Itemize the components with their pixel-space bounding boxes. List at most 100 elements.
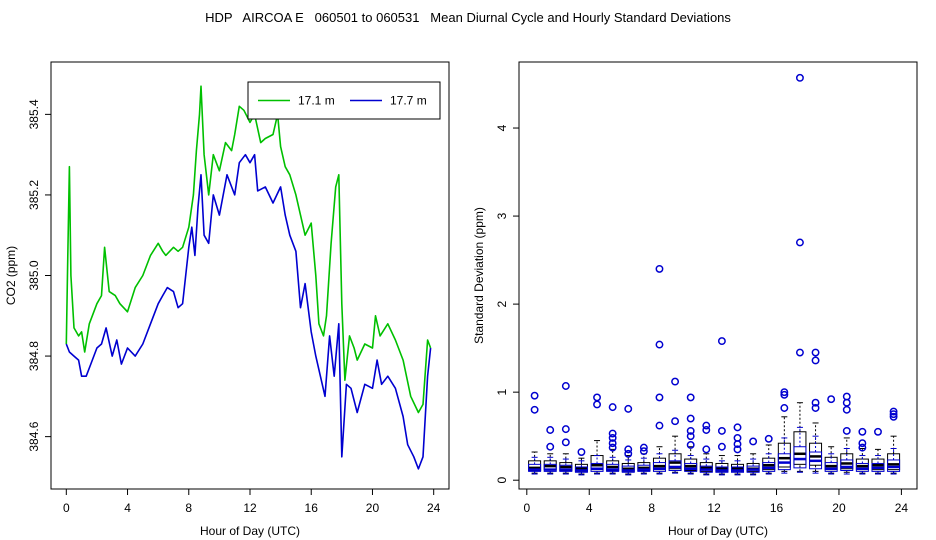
box-iqr (840, 459, 854, 472)
box-1 (637, 457, 651, 475)
x-tick-label: 12 (243, 501, 257, 515)
x-tick-label: 8 (185, 501, 192, 515)
outlier-point (639, 447, 648, 456)
series-line-17-1-m (65, 85, 432, 414)
box-1 (574, 460, 588, 476)
y-tick-label: 384.8 (27, 341, 41, 371)
outlier-point (811, 398, 820, 407)
outlier-point (733, 440, 742, 449)
box-1 (824, 453, 838, 475)
outlier-point (686, 393, 695, 402)
outlier-point (624, 404, 633, 413)
box-0 (871, 448, 885, 474)
box-iqr (543, 463, 557, 472)
box-1 (684, 455, 698, 475)
box-1 (855, 455, 869, 475)
box-iqr (637, 464, 651, 472)
outlier-point (874, 427, 882, 436)
outlier-point (811, 404, 820, 412)
y-tick-label: 385.4 (27, 99, 41, 129)
box-1 (543, 456, 557, 475)
box-1 (652, 453, 666, 475)
box-1 (606, 456, 620, 475)
x-tick-label: 0 (523, 501, 530, 515)
box-1 (731, 460, 745, 476)
outlier-point (593, 393, 601, 402)
outlier-point (671, 377, 680, 386)
outlier-point (624, 449, 633, 458)
outlier-point (702, 421, 711, 430)
box-1 (840, 448, 854, 475)
outlier-point (733, 445, 742, 454)
plot-frame (50, 61, 450, 490)
x-axis-label: Hour of Day (UTC) (200, 524, 300, 538)
box-iqr (684, 462, 698, 472)
box-1 (887, 448, 901, 475)
y-tick-label: 385.2 (27, 180, 41, 210)
outlier-point (546, 426, 555, 434)
box-0 (746, 453, 760, 475)
outlier-point (608, 443, 617, 452)
outlier-point (561, 425, 570, 434)
outlier-point (764, 434, 773, 443)
outlier-point (561, 438, 570, 447)
legend-label: 17.7 m (390, 94, 427, 108)
outlier-point (608, 439, 617, 448)
outlier-point (686, 426, 695, 435)
outlier-point (655, 264, 664, 273)
outlier-point (889, 412, 898, 421)
outlier-point (780, 390, 789, 399)
box-iqr (887, 459, 901, 472)
outlier-point (530, 405, 539, 414)
co2-line-chart: 0 4 8 12 16 20 24 384.6 384.8 385.0 385.2 385.4 Hour… (4, 61, 450, 538)
x-tick-label: 4 (124, 501, 131, 515)
y-tick-label: 1 (495, 388, 509, 395)
box-1 (621, 459, 635, 476)
y-axis-label: CO2 (ppm) (4, 246, 18, 305)
box-1 (793, 426, 807, 473)
outlier-point (686, 414, 695, 423)
outlier-point (827, 395, 836, 404)
outlier-point (842, 426, 851, 435)
box-1 (809, 435, 823, 474)
series-line-17-7-m (65, 153, 432, 470)
x-tick-label: 24 (895, 501, 909, 515)
x-tick-label: 16 (770, 501, 784, 515)
box-0 (699, 453, 713, 475)
outlier-point (577, 448, 586, 456)
outlier-point (702, 445, 711, 454)
outlier-point (858, 443, 867, 452)
x-tick-label: 20 (366, 501, 380, 515)
legend-label: 17.1 m (298, 94, 335, 108)
outlier-point (546, 442, 555, 451)
box-iqr (590, 462, 604, 472)
box-iqr (855, 462, 869, 472)
y-tick-label: 3 (495, 212, 509, 219)
box-1 (528, 456, 542, 475)
y-axis-label: Standard Deviation (ppm) (472, 207, 486, 344)
x-axis-label: Hour of Day (UTC) (668, 524, 768, 538)
y-tick-label: 4 (495, 124, 509, 131)
outlier-point (686, 441, 695, 449)
box-1 (699, 458, 713, 476)
outlier-point (608, 403, 617, 412)
outlier-point (811, 356, 820, 365)
outlier-point (717, 442, 726, 451)
x-tick-label: 12 (707, 501, 721, 515)
x-tick-label: 4 (586, 501, 593, 515)
x-tick-label: 16 (305, 501, 319, 515)
outlier-point (686, 432, 695, 441)
box-iqr (528, 463, 542, 472)
outlier-point (608, 429, 617, 438)
outlier-point (795, 238, 804, 247)
chart-title: HDP AIRCOA E 060501 to 060531 Mean Diurn… (205, 10, 731, 25)
y-tick-label: 0 (495, 477, 509, 484)
box-iqr (793, 446, 807, 469)
outlier-point (858, 427, 867, 436)
box-1 (668, 449, 682, 474)
box-1 (871, 455, 885, 475)
outlier-point (717, 337, 726, 346)
outlier-point (795, 348, 804, 357)
y-tick-label: 2 (495, 300, 509, 307)
outlier-point (561, 382, 570, 390)
